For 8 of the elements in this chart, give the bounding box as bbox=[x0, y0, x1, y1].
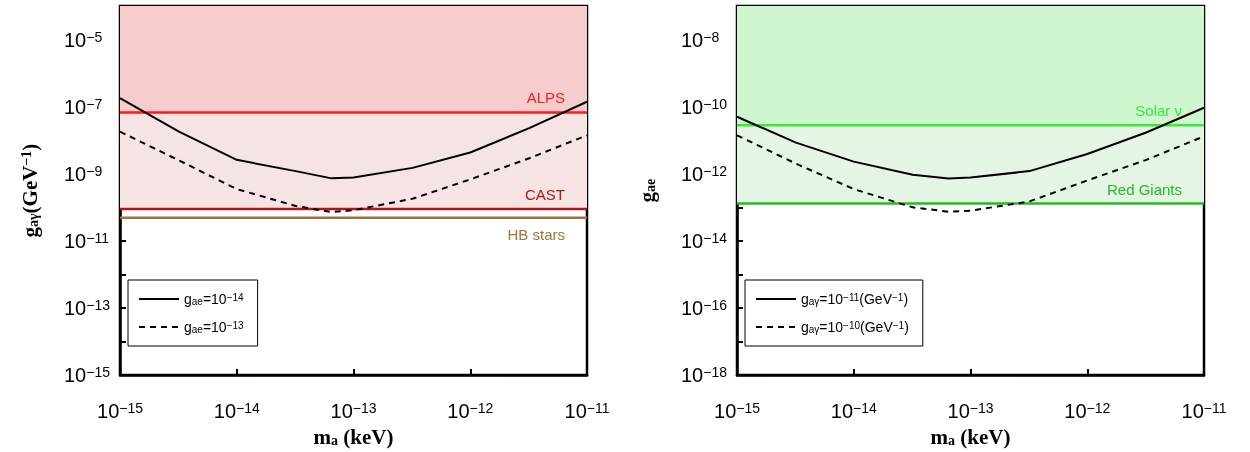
ref-line-label: Solar ν bbox=[1135, 102, 1182, 120]
y-axis-title: gae bbox=[634, 178, 659, 203]
x-axis-title: ma (keV) bbox=[313, 424, 394, 449]
ref-line-label: ALPS bbox=[526, 89, 565, 107]
ref-line-label: CAST bbox=[524, 186, 565, 204]
ref-line-label: HB stars bbox=[507, 225, 565, 243]
x-axis-title: ma (keV) bbox=[930, 424, 1011, 449]
ref-line-label: Red Giants bbox=[1106, 180, 1182, 198]
